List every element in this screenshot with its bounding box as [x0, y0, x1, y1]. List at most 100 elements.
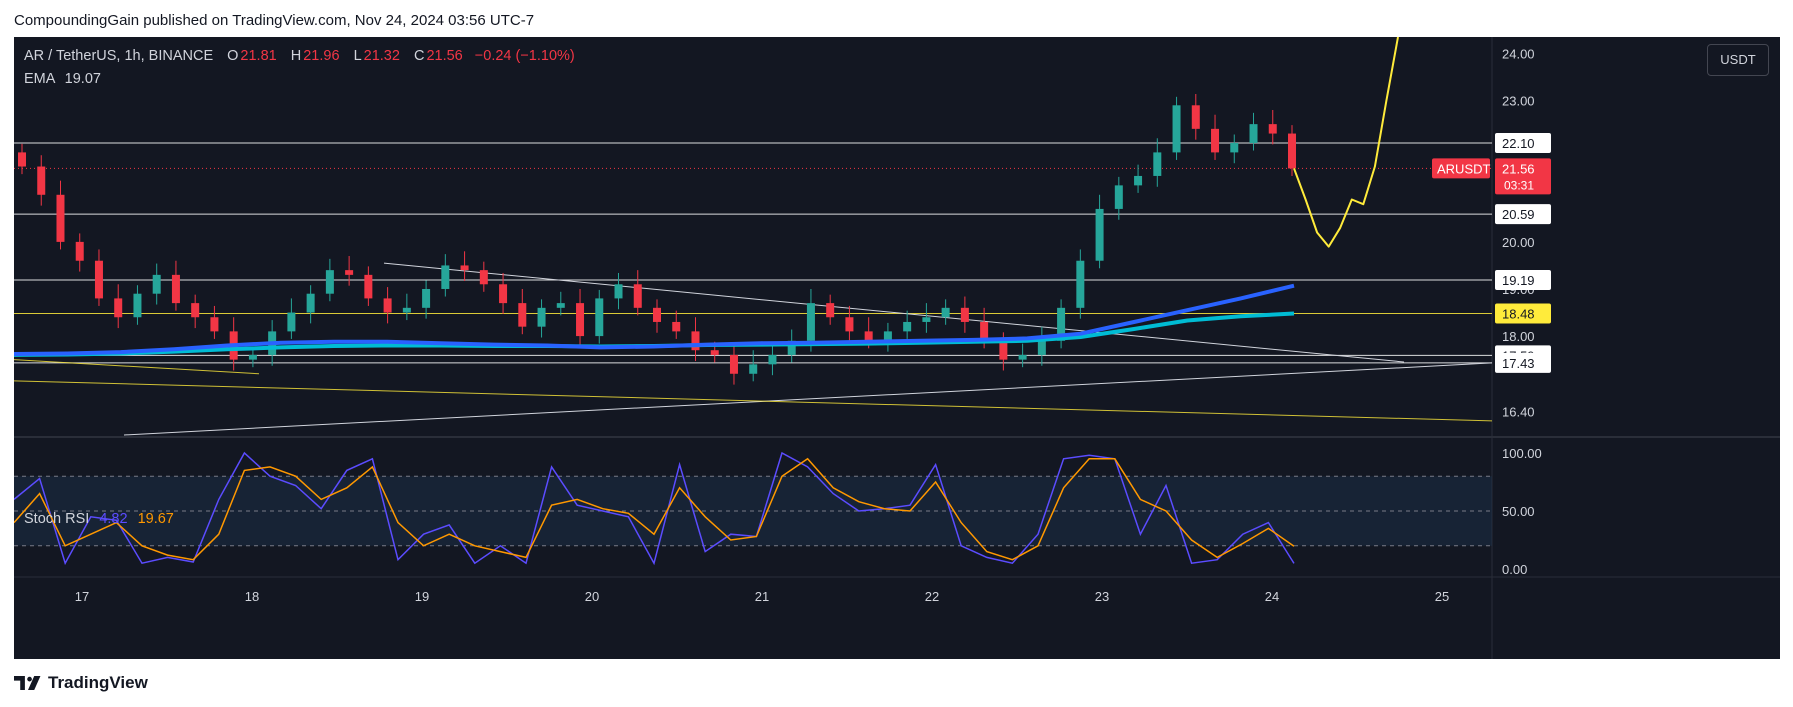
candle-body: [633, 284, 642, 308]
open-value: 21.81: [240, 48, 277, 64]
change-value: −0.24 (−1.10%): [474, 48, 575, 64]
time-axis-tick: 17: [75, 589, 89, 604]
time-axis-tick: 21: [755, 589, 769, 604]
candle-body: [1076, 260, 1085, 308]
candle-body: [614, 284, 623, 299]
candle-body: [499, 284, 508, 304]
candle-body: [710, 350, 719, 355]
time-axis-tick: 20: [585, 589, 599, 604]
candle-body: [383, 298, 392, 313]
currency-button[interactable]: USDT: [1707, 44, 1769, 76]
low-value: 21.32: [363, 48, 400, 64]
candle-body: [1249, 124, 1258, 143]
candle-body: [306, 293, 315, 313]
candle-body: [749, 364, 758, 374]
candle-body: [1230, 142, 1239, 153]
candle-body: [980, 321, 989, 341]
candle-body: [1037, 340, 1046, 355]
candle-body: [94, 260, 103, 299]
candle-body: [460, 265, 469, 271]
yellow-short-line: [14, 359, 260, 375]
candle-body: [422, 288, 431, 308]
candle-body: [1095, 208, 1104, 261]
candle-body: [56, 194, 65, 242]
stoch-k-line: [14, 451, 1295, 566]
price-level-badge-label: 19.19: [1502, 273, 1535, 288]
candle-body: [1114, 185, 1123, 209]
chart-canvas[interactable]: 24.0023.0020.0019.0018.0016.4022.1020.59…: [14, 37, 1780, 659]
stoch-axis-tick: 100.00: [1502, 446, 1542, 461]
candle-body: [576, 303, 585, 337]
candle-body: [325, 270, 334, 294]
candle-body: [845, 317, 854, 332]
price-level-badge-label: 17.43: [1502, 356, 1535, 371]
candle-body: [960, 307, 969, 322]
candle-body: [556, 303, 565, 308]
price-axis-tick: 20.00: [1502, 235, 1535, 250]
price-level-badge: [1495, 132, 1551, 153]
projection-curve: [1293, 37, 1399, 248]
candle-body: [1211, 128, 1220, 153]
last-price-badge: [1495, 158, 1551, 195]
candle-body: [345, 270, 354, 275]
candle-body: [999, 340, 1008, 360]
ascending-trendline: [123, 362, 1493, 436]
publish-header: CompoundingGain published on TradingView…: [14, 12, 534, 29]
candle-body: [941, 307, 950, 318]
time-axis-tick: 18: [245, 589, 259, 604]
stoch-k-value: 4.82: [99, 511, 128, 527]
candle-body: [1153, 152, 1162, 176]
publish-text: CompoundingGain published on TradingView…: [14, 12, 535, 29]
close-label: C: [413, 48, 425, 64]
stoch-d-line: [14, 457, 1295, 561]
candle-body: [653, 307, 661, 322]
symbol-badge: [1432, 158, 1490, 179]
candle-body: [787, 340, 796, 355]
close-value: 21.56: [426, 48, 463, 64]
candle-body: [826, 303, 835, 318]
price-axis-tick: 16.40: [1502, 404, 1535, 419]
time-axis-tick: 24: [1265, 589, 1279, 604]
stoch-axis-tick: 50.00: [1502, 504, 1535, 519]
ema-legend: EMA 19.07: [24, 71, 101, 87]
candle-body: [1288, 133, 1296, 169]
price-level-badge-label: 22.10: [1502, 136, 1535, 151]
price-axis-tick: 23.00: [1502, 94, 1535, 109]
candle-body: [191, 303, 200, 318]
candle-body: [364, 274, 373, 299]
candle-body: [691, 331, 700, 351]
chart-frame[interactable]: 24.0023.0020.0019.0018.0016.4022.1020.59…: [14, 37, 1780, 659]
candle-body: [210, 317, 219, 332]
candle-body: [903, 321, 912, 332]
candle-body: [441, 265, 450, 289]
tradingview-footer: TradingView: [14, 673, 148, 693]
candle-body: [1268, 124, 1277, 134]
low-label: L: [353, 48, 362, 64]
price-level-badge: [1495, 204, 1551, 225]
candle-body: [595, 298, 604, 337]
open-label: O: [227, 48, 239, 64]
stoch-rsi-label: Stoch RSI: [24, 511, 90, 527]
yellow-support-line: [14, 380, 1493, 422]
ema-value: 19.07: [64, 71, 101, 87]
ema-line: [14, 283, 1295, 356]
ema-label: EMA: [24, 71, 55, 87]
candle-body: [287, 312, 296, 332]
candle-body: [248, 354, 257, 360]
candle-body: [1057, 307, 1066, 341]
candle-body: [922, 317, 931, 322]
candle-body: [537, 307, 546, 327]
candle-body: [1134, 175, 1143, 186]
candle-body: [402, 307, 411, 313]
candle-body: [171, 274, 180, 304]
candle-body: [133, 293, 142, 318]
price-level-badge: [1495, 303, 1551, 324]
price-axis-tick: 18.00: [1502, 329, 1535, 344]
symbol-label: AR / TetherUS, 1h, BINANCE: [24, 48, 214, 64]
candle-body: [864, 331, 873, 341]
candle-body: [18, 152, 26, 167]
stoch-d-value: 19.67: [137, 511, 174, 527]
candle-body: [806, 303, 815, 341]
tradingview-logo-icon: [14, 676, 41, 690]
price-level-badge-label: 20.59: [1502, 207, 1535, 222]
